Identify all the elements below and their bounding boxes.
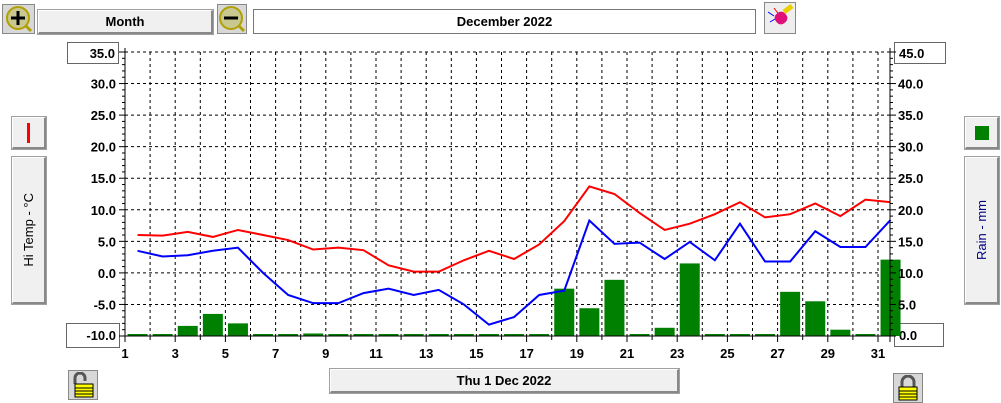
x-tick-label: 29 [821, 346, 835, 361]
left-axis-max-input[interactable]: 35.0 [67, 42, 119, 64]
zoom-in-icon [5, 6, 32, 33]
temp-lines [137, 185, 892, 326]
edit-pen-icon [767, 4, 794, 25]
right-tick-label: 40.0 [898, 77, 923, 92]
x-tick-label: 17 [519, 346, 533, 361]
zoom-out-button[interactable] [217, 4, 247, 34]
lock-closed-icon [898, 375, 918, 401]
red-line-swatch-icon [27, 122, 30, 143]
green-square-swatch-icon [974, 125, 989, 140]
rain-bar [604, 279, 625, 336]
rain-bar [453, 334, 474, 336]
rain-bar [227, 323, 248, 336]
rain-bar [177, 325, 198, 336]
rain-bar [780, 291, 801, 336]
rain-bar [504, 334, 525, 336]
rain-bar [303, 333, 324, 336]
left-tick-label: 10.0 [91, 203, 116, 218]
rain-bar [253, 334, 274, 336]
rain-bar [428, 334, 449, 336]
rain-bar [855, 334, 876, 336]
rain-bar [403, 334, 424, 336]
left-axis-series-button[interactable]: Hi Temp - °C [11, 156, 47, 305]
rain-bars [127, 259, 901, 336]
axes: 30.025.020.015.010.05.00.0-5.040.035.030… [91, 48, 923, 361]
right-tick-label: 35.0 [898, 108, 923, 123]
rain-bar [755, 334, 776, 336]
lock-open-icon [73, 372, 94, 398]
x-tick-label: 9 [322, 346, 329, 361]
rain-bar [654, 327, 675, 336]
x-tick-label: 31 [871, 346, 885, 361]
rain-bar [679, 263, 700, 336]
left-tick-label: 30.0 [91, 77, 116, 92]
left-tick-label: 20.0 [91, 140, 116, 155]
right-tick-label: 25.0 [898, 171, 923, 186]
rain-bar [729, 334, 750, 336]
x-tick-label: 27 [770, 346, 784, 361]
rain-bar [704, 334, 725, 336]
rain-bar [554, 288, 575, 336]
right-tick-label: 20.0 [898, 203, 923, 218]
rain-bar [579, 308, 600, 336]
left-tick-label: 15.0 [91, 171, 116, 186]
x-tick-label: 7 [272, 346, 279, 361]
zoom-out-icon [219, 6, 246, 33]
zoom-in-button[interactable] [2, 4, 35, 34]
x-tick-label: 21 [620, 346, 634, 361]
right-tick-label: 30.0 [898, 140, 923, 155]
right-tick-label: 15.0 [898, 234, 923, 249]
left-axis-min-input[interactable]: -10.0 [66, 323, 120, 348]
x-tick-label: 13 [419, 346, 433, 361]
date-button[interactable]: Thu 1 Dec 2022 [329, 368, 680, 394]
grid [125, 51, 890, 336]
x-tick-label: 5 [222, 346, 229, 361]
rain-bar [830, 329, 851, 336]
left-tick-label: -5.0 [94, 297, 116, 312]
x-tick-label: 11 [369, 346, 383, 361]
x-tick-label: 25 [720, 346, 734, 361]
rain-bar [353, 334, 374, 336]
rain-bar [529, 334, 550, 336]
x-tick-label: 23 [670, 346, 684, 361]
right-axis-series-button[interactable]: Rain - mm [964, 156, 1000, 305]
edit-button[interactable] [764, 2, 796, 34]
period-button[interactable]: Month [37, 9, 214, 35]
rain-bar [278, 334, 299, 336]
right-axis-lock-button[interactable] [893, 373, 923, 403]
left-axis-lock-button[interactable] [68, 370, 98, 400]
hi-temp-line [137, 185, 891, 273]
period-title: December 2022 [253, 9, 756, 34]
left-tick-label: 0.0 [98, 266, 116, 281]
right-tick-label: 10.0 [898, 266, 923, 281]
right-axis-max-input[interactable]: 45.0 [894, 42, 946, 64]
hi-temp-color-button[interactable] [11, 116, 47, 150]
left-tick-label: 5.0 [98, 234, 116, 249]
rain-bar [127, 334, 148, 336]
rain-bar [629, 334, 650, 336]
left-tick-label: 25.0 [91, 108, 116, 123]
x-tick-label: 3 [172, 346, 179, 361]
lo-temp-line [137, 218, 892, 326]
rain-bar [328, 334, 349, 336]
rain-bar [805, 301, 826, 336]
rain-bar [378, 334, 399, 336]
x-tick-label: 15 [469, 346, 483, 361]
rain-bar [478, 334, 499, 336]
rain-color-button[interactable] [964, 116, 1000, 150]
right-tick-label: 5.0 [898, 297, 916, 312]
x-tick-label: 19 [570, 346, 584, 361]
right-axis-min-input[interactable]: 0.0 [894, 323, 944, 347]
rain-bar [202, 313, 223, 336]
x-tick-label: 1 [121, 346, 128, 361]
rain-bar [152, 334, 173, 336]
